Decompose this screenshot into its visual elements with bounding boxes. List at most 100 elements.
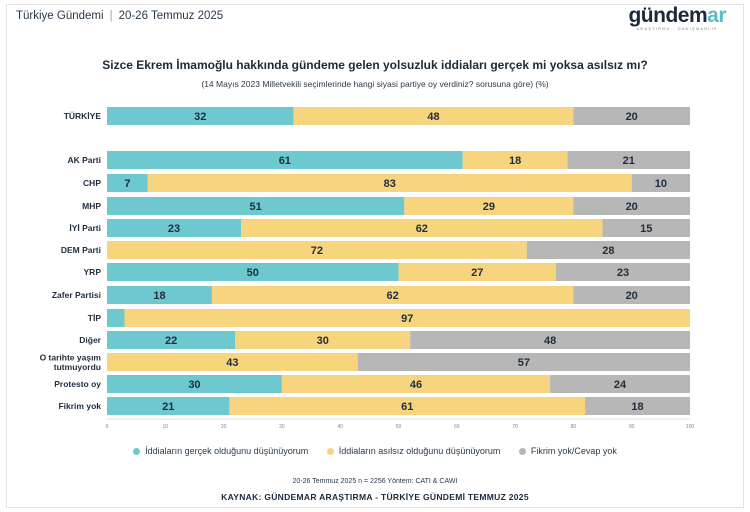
data-label: 20 [626,111,638,123]
chart-subtitle: (14 Mayıs 2023 Milletvekili seçimlerinde… [201,79,549,89]
bar-segment [526,241,690,259]
bar-segment [357,353,690,371]
data-label: 15 [640,223,652,235]
legend-label-no-opinion: Fikrim yok/Cevap yok [530,446,617,456]
x-tick-label: 90 [629,424,635,430]
x-tick-label: 60 [454,424,460,430]
header-section: Türkiye Gündemi [16,10,104,22]
bar-segment [211,286,574,304]
x-tick-label: 30 [279,424,285,430]
chart-legend: İddiaların gerçek olduğunu düşünüyorum İ… [0,446,750,456]
bar-segment [107,197,405,215]
category-label: TÜRKİYE [64,111,102,121]
bar-segment [293,107,574,125]
data-label: 83 [384,178,396,190]
category-label: Fikrim yok [58,401,101,411]
data-label: 57 [518,357,530,369]
bar-segment [281,375,551,393]
legend-dot-real [133,447,141,455]
data-label: 22 [165,335,177,347]
category-label: Protesto oy [54,379,101,389]
bar-segment [124,309,691,327]
bar-segment [573,107,690,125]
bar-segment [107,174,148,192]
category-label: YRP [84,267,102,277]
data-label: 51 [250,201,262,213]
logo-main: gündem [628,4,708,27]
x-tick-label: 10 [163,424,169,430]
data-label: 10 [655,178,667,190]
logo-wordmark: gündemar [628,4,726,28]
bar-segment [107,286,212,304]
x-tick-label: 40 [337,424,343,430]
category-label: TİP [88,313,102,323]
bar-segment [410,331,690,349]
data-label: 32 [194,111,206,123]
bar-segment [555,263,690,281]
bar-segment [107,331,236,349]
legend-dot-no-opinion [518,447,526,455]
data-label: 23 [617,267,629,279]
data-label: 24 [614,379,627,391]
data-label: 20 [626,201,638,213]
x-tick-label: 70 [512,424,518,430]
bar-segment [550,375,690,393]
category-label: İYİ Parti [69,223,101,233]
data-label: 28 [602,245,614,257]
legend-item-real: İddiaların gerçek olduğunu düşünüyorum [133,446,308,456]
data-label: 21 [623,155,635,167]
data-label: 50 [247,267,259,279]
bar-segment [107,107,294,125]
bar-segment [107,397,230,415]
category-label: MHP [82,201,101,211]
data-label: 27 [471,267,483,279]
data-label: 30 [188,379,200,391]
legend-label-unfounded: İddiaların asılsız olduğunu düşünüyorum [338,446,501,456]
bar-segment [631,174,690,192]
bar-segment [107,241,527,259]
bar-segment [398,263,556,281]
x-tick-label: 20 [221,424,227,430]
bar-segment [107,263,399,281]
category-label: O tarihte yaşım tutmuyordu [40,353,102,373]
data-label: 48 [544,335,556,347]
category-label: DEM Parti [61,245,101,255]
data-label: 62 [387,290,399,302]
data-label: 46 [410,379,422,391]
data-label: 20 [626,290,638,302]
x-tick-label: 0 [106,424,109,430]
data-label: 18 [509,155,521,167]
bar-segment [462,151,568,169]
legend-item-no-opinion: Fikrim yok/Cevap yok [518,446,617,456]
category-label: AK Parti [67,155,101,165]
data-label: 97 [401,313,413,325]
x-tick-label: 50 [396,424,402,430]
bar-segment [107,353,358,371]
x-tick-label: 100 [686,424,695,430]
source-line: KAYNAK: GÜNDEMAR ARAŞTIRMA - TÜRKİYE GÜN… [221,492,529,502]
x-tick-label: 80 [571,424,577,430]
header-separator: | [109,10,113,22]
data-label: 61 [279,155,291,167]
bar-segment [107,151,463,169]
data-label: 72 [311,245,323,257]
gundemar-logo: gündemar ARAŞTIRMA · DANIŞMANLIK [628,4,726,31]
method-note: 20-26 Temmuz 2025 n = 2256 Yöntem: CATI … [292,478,458,485]
bar-segment [107,309,125,327]
bar-segment [404,197,574,215]
bar-segment [229,397,586,415]
data-label: 61 [401,401,413,413]
legend-label-real: İddiaların gerçek olduğunu düşünüyorum [145,446,309,456]
bar-segment [107,219,242,237]
bar-segment [107,375,282,393]
bar-segment [147,174,632,192]
data-label: 21 [162,401,174,413]
category-label: Diğer [79,335,101,345]
data-label: 62 [416,223,428,235]
report-header: Türkiye Gündemi | 20-26 Temmuz 2025 [16,10,223,22]
header-date-range: 20-26 Temmuz 2025 [118,10,224,22]
bar-segment [585,397,690,415]
category-label: Zafer Partisi [52,290,101,300]
logo-tagline: ARAŞTIRMA · DANIŞMANLIK [636,26,718,31]
data-label: 43 [226,357,238,369]
